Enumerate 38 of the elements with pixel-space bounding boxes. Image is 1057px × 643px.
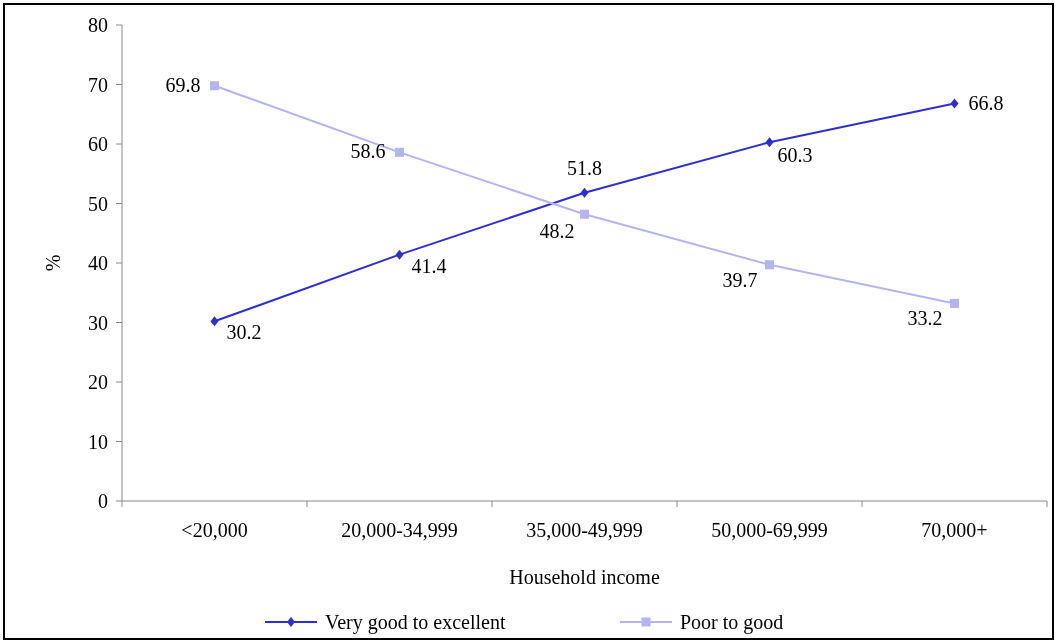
x-tick-label: <20,000 [181, 519, 248, 541]
point [395, 249, 404, 260]
y-axis-title: % [42, 254, 64, 272]
point [580, 187, 589, 198]
x-tick-label: 70,000+ [921, 519, 988, 541]
point [210, 316, 219, 327]
y-tick-label: 40 [88, 252, 108, 274]
point [765, 137, 774, 148]
data-label: 48.2 [539, 220, 575, 243]
x-tick-label: 20,000-34,999 [341, 519, 458, 541]
y-tick-label: 70 [88, 73, 108, 96]
y-tick-label: 60 [88, 133, 108, 155]
data-label: 33.2 [907, 307, 943, 330]
x-tick-label: 50,000-69,999 [711, 519, 828, 541]
data-label: 69.8 [165, 73, 201, 96]
data-label: 58.6 [350, 140, 386, 163]
point [765, 260, 774, 270]
y-tick-label: 10 [88, 430, 108, 453]
point [950, 98, 959, 109]
data-label: 41.4 [411, 254, 447, 277]
data-label: 60.3 [777, 144, 813, 167]
x-axis-title: Household income [509, 566, 660, 588]
point [395, 147, 404, 157]
y-tick-label: 80 [88, 14, 108, 36]
y-tick-label: 50 [88, 192, 108, 215]
point [210, 81, 219, 91]
data-label: 30.2 [226, 321, 262, 344]
point [580, 209, 589, 219]
x-tick-label: 35,000-49,999 [526, 519, 643, 541]
legend-label: Very good to excellent [325, 611, 506, 634]
y-tick-label: 0 [98, 490, 108, 512]
data-label: 39.7 [722, 268, 758, 291]
data-label: 66.8 [968, 91, 1004, 114]
point [950, 298, 959, 308]
legend-label: Poor to good [680, 611, 784, 634]
y-tick-label: 20 [88, 371, 108, 393]
data-label: 51.8 [567, 156, 602, 179]
y-tick-label: 30 [88, 311, 108, 334]
